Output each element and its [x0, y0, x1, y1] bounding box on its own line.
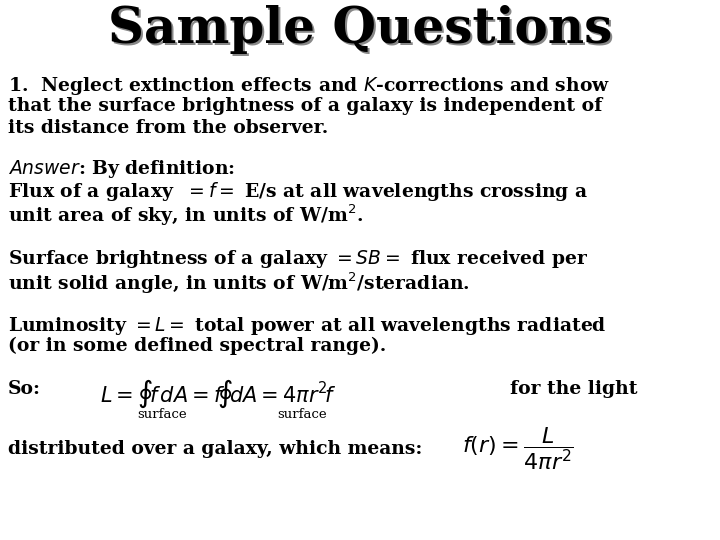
Text: $\mathit{Answer}$: By definition:: $\mathit{Answer}$: By definition:	[8, 158, 235, 180]
Text: 1.  Neglect extinction effects and $\mathit{K}$-corrections and show: 1. Neglect extinction effects and $\math…	[8, 75, 610, 97]
Text: for the light: for the light	[510, 380, 637, 398]
Text: Sample Questions: Sample Questions	[110, 7, 614, 56]
Text: distributed over a galaxy, which means:: distributed over a galaxy, which means:	[8, 440, 423, 458]
Text: surface: surface	[138, 408, 186, 421]
Text: that the surface brightness of a galaxy is independent of: that the surface brightness of a galaxy …	[8, 97, 602, 115]
Text: $f(r) = \dfrac{L}{4\pi r^2}$: $f(r) = \dfrac{L}{4\pi r^2}$	[462, 425, 574, 471]
Text: unit area of sky, in units of W/m$^2$.: unit area of sky, in units of W/m$^2$.	[8, 202, 363, 227]
Text: surface: surface	[277, 408, 327, 421]
Text: Flux of a galaxy  $=\mathit{f}=$ E/s at all wavelengths crossing a: Flux of a galaxy $=\mathit{f}=$ E/s at a…	[8, 180, 588, 203]
Text: its distance from the observer.: its distance from the observer.	[8, 119, 328, 137]
Text: $L = \oint\!f\,dA = f\!\oint\!dA = 4\pi r^2\!f$: $L = \oint\!f\,dA = f\!\oint\!dA = 4\pi …	[100, 378, 336, 410]
Text: (or in some defined spectral range).: (or in some defined spectral range).	[8, 337, 386, 355]
Text: Luminosity $= \mathit{L} =$ total power at all wavelengths radiated: Luminosity $= \mathit{L} =$ total power …	[8, 315, 606, 337]
Text: unit solid angle, in units of W/m$^2$/steradian.: unit solid angle, in units of W/m$^2$/st…	[8, 270, 470, 295]
Text: Sample Questions: Sample Questions	[108, 5, 612, 54]
Text: So:: So:	[8, 380, 41, 398]
Text: Surface brightness of a galaxy $= \mathit{SB} =$ flux received per: Surface brightness of a galaxy $= \mathi…	[8, 248, 588, 270]
